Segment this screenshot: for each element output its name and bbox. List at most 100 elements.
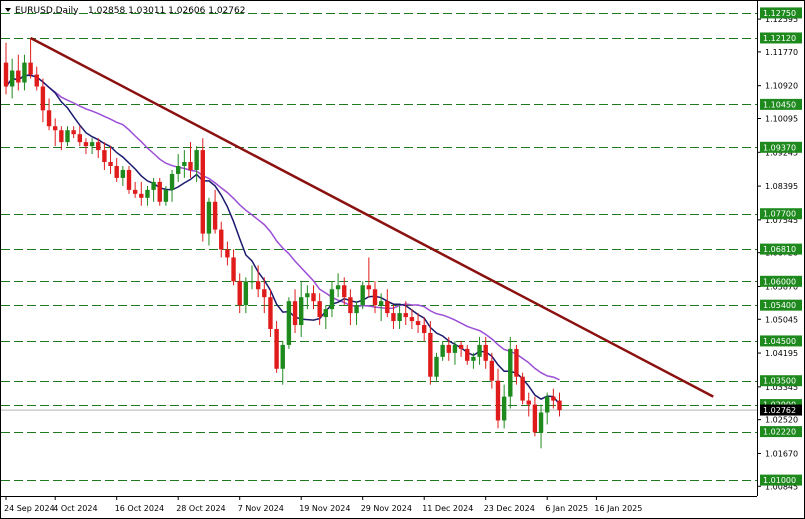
candle-body <box>545 396 550 413</box>
candle-body <box>311 293 316 302</box>
price-tick-label: 1.03345 <box>765 383 798 392</box>
candle-body <box>471 356 476 361</box>
candle-body <box>477 344 482 357</box>
candle-body <box>335 285 341 290</box>
candle-body <box>317 301 322 318</box>
level-badge <box>760 7 802 19</box>
candle-body <box>428 332 433 377</box>
dropdown-triangle-icon[interactable] <box>5 8 11 12</box>
candle-body <box>83 142 89 147</box>
level-badge-label: 1.12120 <box>763 34 796 43</box>
candle-body <box>212 201 218 230</box>
time-tick-label: 7 Nov 2024 <box>238 504 284 513</box>
candle-body <box>415 321 421 326</box>
ohlc-values: 1.02858 1.03011 1.02606 1.02762 <box>88 6 245 16</box>
level-badge <box>760 32 802 44</box>
candle-body <box>305 293 310 298</box>
candle-body <box>77 134 82 143</box>
candle-body <box>96 142 101 151</box>
candle-body <box>22 62 27 83</box>
level-badge-label: 1.10450 <box>763 100 796 109</box>
candle-body <box>40 86 46 111</box>
candle-body <box>434 356 439 377</box>
candle-body <box>409 317 415 322</box>
candle-body <box>366 285 372 290</box>
candle-body <box>348 297 353 314</box>
candle-body <box>145 189 150 198</box>
level-badge-label: 1.09370 <box>763 143 796 152</box>
candle-body <box>225 249 230 258</box>
candle-body <box>71 130 76 135</box>
candle-body <box>329 289 335 310</box>
current-price-label: 1.02762 <box>763 406 796 415</box>
price-tick-label: 1.05870 <box>765 282 798 291</box>
candle-body <box>465 348 470 361</box>
candle-body <box>219 229 224 250</box>
time-tick-label: 11 Dec 2024 <box>422 504 473 513</box>
level-badge-label: 1.04500 <box>763 337 796 346</box>
candle-body <box>551 396 556 401</box>
candle-body <box>526 400 531 405</box>
level-badge-label: 1.12750 <box>763 9 796 18</box>
level-badge-label: 1.06810 <box>763 245 796 254</box>
candle-body <box>163 189 169 202</box>
level-badge-label: 1.05400 <box>763 301 796 310</box>
candle-body <box>403 313 408 318</box>
price-tick-label: 1.12595 <box>765 15 798 24</box>
price-tick-label: 1.02520 <box>765 416 798 425</box>
candle-body <box>132 189 138 194</box>
candle-body <box>422 325 427 333</box>
candle-body <box>3 62 9 87</box>
candle-body <box>446 344 451 353</box>
candle-body <box>557 400 562 411</box>
candle-body <box>372 289 378 306</box>
trendline <box>30 36 714 398</box>
candle-body <box>114 166 119 178</box>
candle-body <box>458 344 464 349</box>
trendline-layer <box>30 36 714 398</box>
candle-body <box>268 297 273 330</box>
candle-body <box>397 313 402 322</box>
candle-body <box>139 193 144 198</box>
candle-body <box>188 162 193 170</box>
candle-body <box>452 344 458 353</box>
candle-body <box>255 281 261 290</box>
candle-body <box>360 285 365 306</box>
candle-body <box>440 344 445 357</box>
candle-body <box>53 126 58 131</box>
candle-body <box>126 169 132 190</box>
candle-body <box>16 70 21 83</box>
candle-body <box>323 309 328 318</box>
level-badge-label: 1.01000 <box>763 476 796 485</box>
candle-body <box>206 201 212 234</box>
candle-body <box>262 289 267 298</box>
candle-body <box>151 181 156 190</box>
candle-body <box>299 297 304 326</box>
time-tick-label: 19 Nov 2024 <box>299 504 350 513</box>
candle-body <box>280 344 285 369</box>
candle-body <box>286 301 292 345</box>
candle-body <box>495 380 501 421</box>
candle-body <box>120 169 126 178</box>
candle-body <box>538 412 544 433</box>
level-badge-label: 1.06000 <box>763 277 796 286</box>
candle-body <box>237 281 242 306</box>
candle-body <box>46 110 52 127</box>
price-tick-label: 1.00845 <box>765 482 798 491</box>
candle-body <box>385 301 390 314</box>
candle-body <box>9 70 15 87</box>
level-badge <box>760 98 802 110</box>
level-badge-label: 1.03500 <box>763 377 796 386</box>
candle-body <box>231 257 236 282</box>
price-tick-label: 1.04195 <box>765 349 798 358</box>
candle-body <box>28 62 33 75</box>
slow-moving-average-line <box>5 74 560 381</box>
candle-body <box>249 281 255 283</box>
candle-body <box>243 281 249 306</box>
candle-body <box>65 130 70 143</box>
candle-body <box>532 404 538 433</box>
horizontal-levels <box>1 13 757 481</box>
candle-body <box>200 150 205 234</box>
candle-body <box>391 313 396 322</box>
